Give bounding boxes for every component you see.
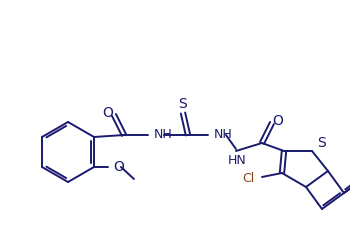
Text: O: O <box>113 160 124 174</box>
Text: O: O <box>103 106 113 120</box>
Text: S: S <box>317 136 326 150</box>
Text: HN: HN <box>228 154 247 168</box>
Text: S: S <box>178 97 187 111</box>
Text: O: O <box>273 114 284 128</box>
Text: Cl: Cl <box>242 173 254 185</box>
Text: NH: NH <box>154 129 173 142</box>
Text: NH: NH <box>214 129 233 142</box>
